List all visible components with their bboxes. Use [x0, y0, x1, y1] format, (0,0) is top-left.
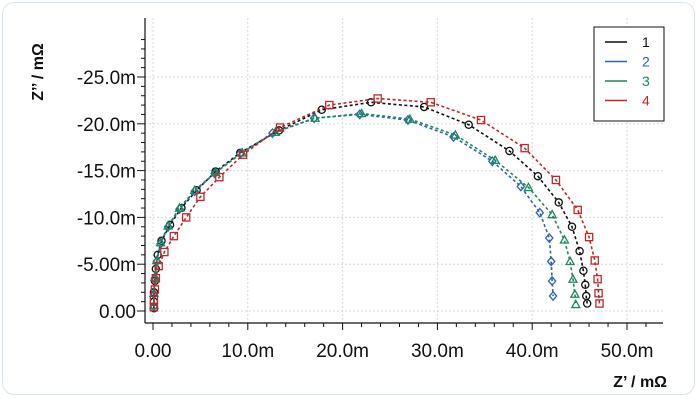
data-point	[505, 146, 514, 156]
series-3	[148, 108, 581, 310]
y-axis-title: Z’’ / mΩ	[30, 43, 47, 101]
y-tick-label: -15.0m	[77, 162, 136, 183]
legend-label: 4	[642, 93, 650, 109]
x-tick-label: 20.0m	[316, 341, 369, 362]
data-point	[157, 236, 166, 246]
data-point	[594, 288, 603, 298]
data-point	[237, 147, 248, 157]
data-point	[151, 273, 161, 283]
data-point	[547, 275, 557, 287]
x-tick-label: 50.0m	[601, 341, 654, 362]
y-tick-label: -10.0m	[77, 208, 136, 229]
data-point	[547, 209, 558, 219]
data-point	[151, 255, 162, 265]
data-point	[160, 247, 169, 257]
data-point	[163, 220, 174, 230]
x-tick-label: 30.0m	[411, 341, 464, 362]
data-point	[573, 205, 582, 215]
data-point	[419, 102, 429, 112]
data-point	[570, 299, 581, 309]
data-point	[148, 299, 160, 310]
legend-label: 1	[642, 34, 650, 50]
x-tick-label: 10.0m	[221, 341, 274, 362]
data-point	[154, 261, 163, 271]
data-point	[544, 232, 554, 244]
data-point	[215, 172, 224, 182]
y-tick-label: -20.0m	[77, 115, 136, 136]
data-point	[554, 198, 563, 207]
data-point	[593, 274, 602, 284]
series-4	[149, 94, 604, 312]
data-point	[373, 94, 382, 103]
data-point	[464, 120, 473, 129]
x-tick-label: 0.00	[135, 341, 172, 362]
data-point	[584, 232, 594, 242]
data-point	[149, 271, 161, 282]
y-tick-label: -5.00m	[77, 255, 136, 276]
x-tick-label: 40.0m	[506, 341, 559, 362]
data-point	[325, 100, 334, 110]
data-point	[404, 113, 416, 123]
series-line	[153, 101, 588, 309]
data-point	[356, 108, 367, 118]
series-line	[153, 112, 577, 306]
data-point	[520, 143, 529, 153]
data-point	[426, 98, 436, 107]
plot-area	[148, 94, 604, 313]
data-point	[189, 184, 200, 195]
legend-label: 2	[642, 54, 650, 70]
data-point	[238, 150, 248, 159]
data-point	[490, 154, 501, 165]
data-point	[181, 213, 191, 222]
data-point	[567, 222, 577, 232]
data-point	[567, 273, 579, 283]
y-tick-label: -25.0m	[77, 68, 136, 89]
y-tick-label: 0.00	[99, 302, 136, 323]
legend: 1 2 3 4	[593, 26, 665, 122]
series-2	[149, 109, 558, 312]
data-point	[569, 288, 580, 298]
data-point	[149, 295, 159, 305]
data-point	[150, 285, 160, 294]
data-point	[174, 202, 185, 212]
data-point	[449, 131, 458, 143]
data-point	[516, 181, 526, 192]
data-point	[546, 256, 556, 267]
data-point	[533, 171, 543, 181]
data-point	[275, 123, 285, 132]
data-point	[559, 234, 570, 244]
data-point	[581, 280, 590, 290]
data-point	[590, 256, 600, 265]
chart-frame	[2, 2, 695, 395]
axes: 0.00 10.0m 20.0m 30.0m 40.0m 50.0m 0.00 -5.00m -…	[30, 18, 667, 391]
data-point	[582, 299, 592, 308]
legend-label: 3	[642, 73, 650, 89]
data-point	[476, 115, 486, 125]
data-point	[535, 207, 545, 218]
data-point	[575, 246, 584, 256]
series-line	[153, 113, 554, 307]
data-point	[169, 231, 179, 241]
data-point	[551, 175, 561, 185]
data-point	[523, 182, 534, 192]
data-point	[579, 266, 588, 276]
data-point	[565, 255, 576, 266]
data-point	[450, 129, 461, 139]
series-1	[149, 98, 592, 313]
data-point	[155, 237, 166, 247]
data-point	[310, 112, 321, 122]
data-point	[595, 299, 604, 308]
grid	[145, 18, 663, 323]
x-axis-title: Z’ / mΩ	[613, 374, 667, 391]
data-point	[196, 192, 205, 202]
legend-box	[593, 26, 665, 122]
data-point	[548, 290, 558, 302]
